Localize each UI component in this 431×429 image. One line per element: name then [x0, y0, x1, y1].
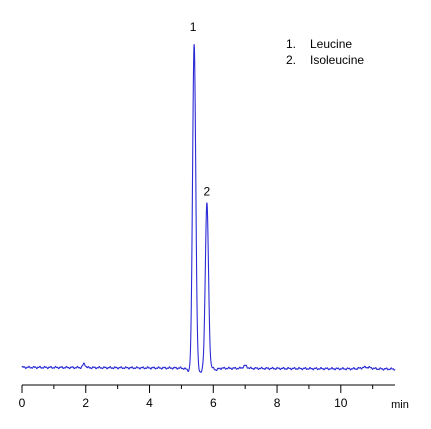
x-tick-label: 10 [334, 396, 348, 410]
legend: 1. Leucine 2. Isoleucine [286, 36, 364, 68]
x-tick-label: 8 [274, 396, 281, 410]
legend-item-1-name: Leucine [310, 37, 353, 51]
x-axis-unit-label: min [391, 399, 409, 411]
peak-label-1: 1 [190, 20, 197, 34]
peak-label-2: 2 [204, 185, 211, 199]
plot-area [21, 44, 396, 373]
chromatogram-trace [21, 44, 396, 373]
x-axis: 0 2 4 6 8 10 min [19, 384, 409, 411]
x-tick-label: 2 [82, 396, 89, 410]
legend-item-1: 1. Leucine [286, 36, 364, 52]
legend-item-2-name: Isoleucine [310, 53, 365, 67]
peak-labels: 12 [190, 20, 211, 199]
x-tick-label: 6 [210, 396, 217, 410]
legend-item-1-number: 1. [286, 37, 297, 51]
legend-item-2-number: 2. [286, 53, 297, 67]
x-tick-label: 4 [146, 396, 153, 410]
x-tick-label: 0 [19, 396, 26, 410]
legend-item-2: 2. Isoleucine [286, 52, 364, 68]
